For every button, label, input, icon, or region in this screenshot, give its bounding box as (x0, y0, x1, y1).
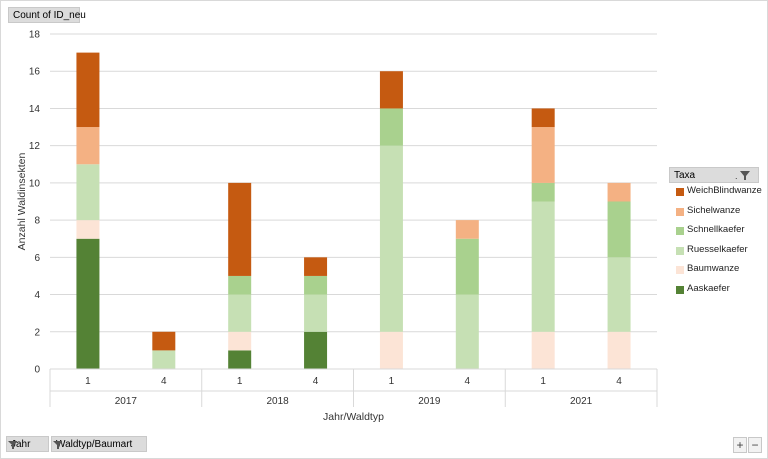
legend-title: Taxa (674, 170, 696, 181)
filter-jahr-label: Jahr (11, 439, 31, 450)
y-tick-label: 6 (34, 253, 40, 264)
legend-item: Baumwanze (669, 261, 759, 281)
bar-segment (455, 294, 479, 369)
collapse-button[interactable]: − (748, 437, 762, 453)
y-tick-label: 10 (29, 178, 41, 189)
legend-swatch (676, 285, 684, 294)
legend-swatch (676, 207, 684, 216)
bar-segment (531, 331, 555, 369)
bar-segment (228, 182, 252, 276)
bar-segment (379, 71, 403, 109)
y-axis-title: Anzahl Waldinsekten (16, 153, 28, 251)
bar-segment (152, 331, 176, 351)
bar-segment (304, 257, 328, 276)
y-tick-label: 0 (34, 365, 40, 376)
legend-swatch (676, 246, 684, 255)
bar-segment (379, 108, 403, 146)
x-group-label: 2018 (267, 396, 290, 407)
x-tick-label: 4 (616, 376, 622, 387)
bar-segment (76, 238, 100, 369)
bar-segment (228, 294, 252, 332)
legend-label: WeichBlindwanze (687, 185, 762, 196)
x-tick-label: 4 (313, 376, 319, 387)
x-tick-label: 1 (85, 376, 91, 387)
y-tick-label: 18 (29, 30, 41, 41)
bar-segment (152, 350, 176, 369)
legend-items: WeichBlindwanze Sichelwanze Schnellkaefer R… (669, 183, 762, 301)
bar-segment (76, 164, 100, 221)
value-field-label: Count of ID_neu (13, 10, 86, 21)
bar-segment (531, 108, 555, 128)
bar-segment (607, 331, 631, 369)
bar-segment (228, 350, 252, 369)
bar-segment (531, 127, 555, 183)
legend-label: Baumwanze (687, 263, 740, 275)
bar-segment (76, 220, 100, 239)
legend-item: Ruesselkaefer (669, 242, 759, 262)
legend-item: Schnellkaefer (669, 222, 759, 242)
legend-item: Aaskaefer (669, 281, 759, 301)
y-tick-label: 14 (29, 104, 41, 115)
x-tick-label: 1 (389, 376, 395, 387)
x-tick-label: 4 (161, 376, 167, 387)
bar-segment (455, 220, 479, 239)
bar-segment (531, 201, 555, 332)
bar-segment (607, 201, 631, 258)
value-field-button[interactable]: Count of ID_neu (8, 7, 86, 23)
bar-segment (379, 331, 403, 369)
bar-segment (531, 182, 555, 202)
legend-item: Sichelwanze (669, 203, 759, 223)
bar-segment (304, 275, 328, 295)
bar-segment (607, 257, 631, 332)
legend-label: Aaskaefer (687, 282, 730, 294)
legend-label: Ruesselkaefer (687, 243, 748, 255)
bar-segment (455, 238, 479, 295)
x-group-label: 2019 (418, 396, 441, 407)
filter-icon (53, 441, 62, 449)
y-tick-label: 2 (34, 327, 40, 338)
x-axis-title: Jahr/Waldtyp (323, 411, 384, 423)
x-tick-label: 1 (540, 376, 546, 387)
filter-icon (8, 441, 17, 449)
filter-waldtyp-button[interactable]: Waldtyp/Baumart (51, 436, 147, 452)
bar-segment (76, 52, 100, 128)
expand-button[interactable]: + (733, 437, 747, 453)
filter-jahr-button[interactable]: Jahr (6, 436, 49, 452)
y-tick-label: 16 (29, 67, 41, 78)
bar-segment (607, 182, 631, 202)
bar-segment (379, 145, 403, 332)
legend-header[interactable]: Taxa . (669, 167, 759, 183)
legend-swatch (676, 188, 684, 196)
legend-swatch (676, 227, 684, 236)
x-tick-label: 1 (237, 376, 243, 387)
legend-swatch (676, 266, 684, 275)
x-group-label: 2017 (115, 396, 138, 407)
legend-item: WeichBlindwanze (669, 183, 762, 203)
bar-segment (228, 331, 252, 351)
legend-label: Sichelwanze (687, 204, 741, 216)
y-tick-label: 4 (34, 290, 40, 301)
filter-waldtyp-label: Waldtyp/Baumart (56, 439, 133, 450)
bar-segment (76, 127, 100, 165)
x-tick-label: 4 (465, 376, 471, 387)
legend-label: Schnellkaefer (687, 224, 745, 236)
bar-segment (304, 331, 328, 369)
bar-segment (304, 294, 328, 332)
y-tick-label: 12 (29, 141, 41, 152)
svg-text:.: . (735, 171, 738, 181)
bar-segment (228, 275, 252, 295)
filter-icon[interactable]: . (734, 168, 754, 182)
legend: Taxa . WeichBlindwanze Sichelwanze Schnell… (669, 167, 762, 301)
x-group-label: 2021 (570, 396, 593, 407)
y-tick-label: 8 (34, 216, 40, 227)
